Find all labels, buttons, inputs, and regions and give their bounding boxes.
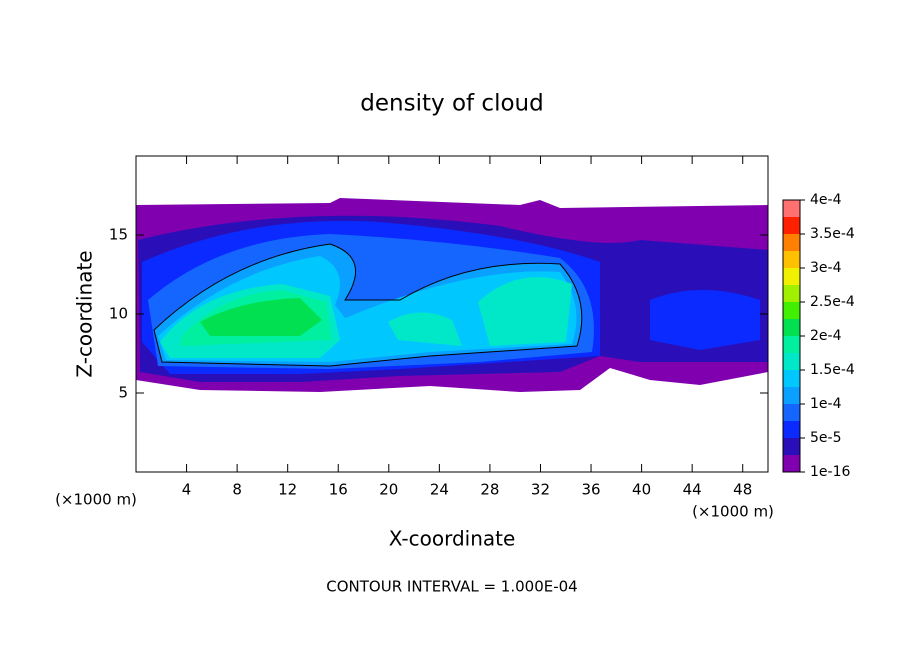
colorbar-tick-label: 2.5e-4 <box>810 294 855 310</box>
y-unit-label: (×1000 m) <box>55 491 137 509</box>
x-tick-label: 20 <box>379 481 398 499</box>
annotation: CONTOUR INTERVAL = 1.000E-04 <box>326 578 577 596</box>
x-tick-label: 4 <box>182 481 192 499</box>
contour-region <box>478 277 572 346</box>
colorbar-tick-label: 2e-4 <box>810 328 842 344</box>
colorbar-tick-label: 3.5e-4 <box>810 226 855 242</box>
chart-title: density of cloud <box>360 91 543 117</box>
y-tick-label: 15 <box>109 226 128 244</box>
colorbar-band <box>783 370 800 387</box>
colorbar-band <box>783 234 800 251</box>
colorbar-band <box>783 455 800 472</box>
contour-region <box>650 290 760 350</box>
x-axis-label: X-coordinate <box>389 527 516 551</box>
colorbar-tick-label: 3e-4 <box>810 260 842 276</box>
contour-region <box>388 312 462 346</box>
colorbar-band <box>783 421 800 438</box>
x-tick-label: 32 <box>531 481 550 499</box>
colorbar-tick-label: 1.5e-4 <box>810 362 855 378</box>
x-tick-label: 44 <box>683 481 702 499</box>
colorbar-band <box>783 353 800 370</box>
contour-line <box>153 243 583 367</box>
colorbar-tick-label: 5e-5 <box>810 430 841 446</box>
x-tick-label: 48 <box>733 481 752 499</box>
colorbar-band <box>783 268 800 285</box>
colorbar-band <box>783 302 800 319</box>
y-tick-label: 5 <box>118 384 128 402</box>
x-unit-label: (×1000 m) <box>692 503 774 521</box>
colorbar-band <box>783 387 800 404</box>
y-axis-label: Z-coordinate <box>73 250 97 377</box>
x-tick-label: 36 <box>581 481 600 499</box>
contour-field <box>136 198 768 392</box>
colorbar-tick-label: 4e-4 <box>810 192 842 208</box>
colorbar-band <box>783 251 800 268</box>
colorbar-tick-label: 1e-4 <box>810 396 842 412</box>
colorbar-band <box>783 217 800 234</box>
x-tick-label: 24 <box>430 481 449 499</box>
y-tick-label: 10 <box>109 305 128 323</box>
contour-region <box>200 298 322 336</box>
x-tick-label: 8 <box>232 481 242 499</box>
colorbar-band <box>783 285 800 302</box>
colorbar-band <box>783 336 800 353</box>
colorbar-band <box>783 319 800 336</box>
x-tick-label: 12 <box>278 481 297 499</box>
colorbar-band <box>783 404 800 421</box>
colorbar-band <box>783 438 800 455</box>
x-tick-label: 40 <box>632 481 651 499</box>
colorbar-band <box>783 200 800 217</box>
x-tick-label: 28 <box>480 481 499 499</box>
colorbar-tick-label: 1e-16 <box>810 464 850 480</box>
x-tick-label: 16 <box>329 481 348 499</box>
